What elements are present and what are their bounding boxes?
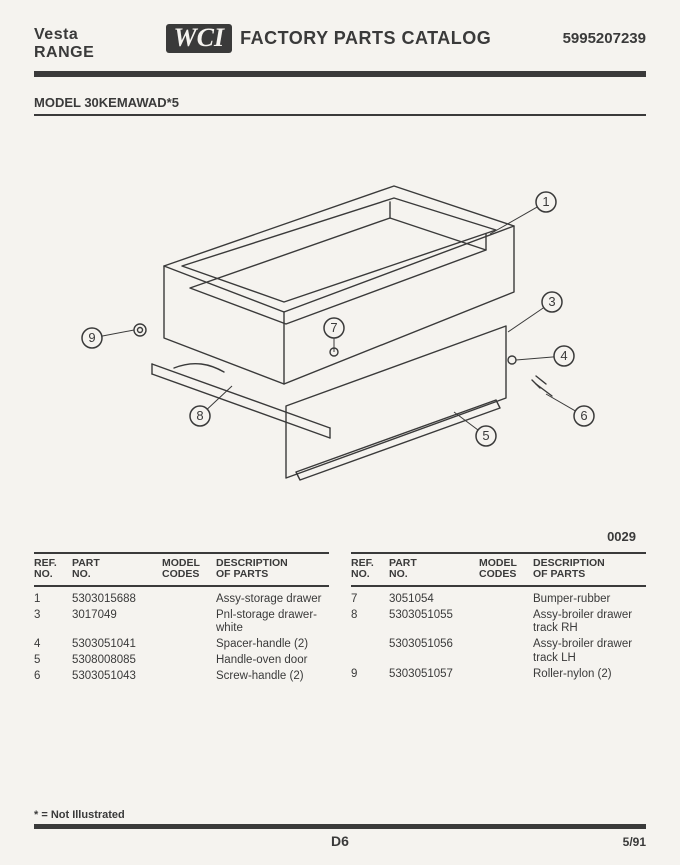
table-row: 33017049 Pnl-storage drawer-white [34, 609, 329, 637]
cell-ref: 8 [351, 609, 385, 637]
callout-leader [207, 386, 232, 409]
col-model: MODELCODES [162, 558, 212, 581]
model-label: MODEL 30KEMAWAD*5 [34, 95, 646, 110]
callout-number: 1 [542, 194, 549, 209]
brand-line1: Vesta [34, 26, 94, 44]
cell-ref: 3 [34, 609, 68, 637]
table-row: 9 5303051057 Roller-nylon (2) [351, 668, 646, 682]
cell-part: 5303051055 [389, 609, 475, 637]
cell-part: 5303051056 [389, 638, 475, 666]
callout-number: 3 [548, 294, 555, 309]
cell-desc: Spacer-handle (2) [216, 638, 329, 652]
cell-desc: Handle-oven door [216, 654, 329, 668]
table-row: 6 5303051043 Screw-handle (2) [34, 670, 329, 684]
cell-desc: Assy-storage drawer [216, 593, 329, 607]
table-row: 5303051056 Assy-broiler drawer track LH [351, 638, 646, 666]
table-row: 1 5303015688 Assy-storage drawer [34, 593, 329, 607]
cell-part: 3017049 [72, 609, 158, 637]
page-date: 5/91 [623, 835, 646, 849]
cell-part: 5303015688 [72, 593, 158, 607]
cell-model [479, 593, 529, 607]
cell-ref: 4 [34, 638, 68, 652]
header-rule [34, 71, 646, 77]
table-row: 7 3051054 Bumper-rubber [351, 593, 646, 607]
footnote: * = Not Illustrated [34, 809, 646, 821]
cell-ref: 9 [351, 668, 385, 682]
cell-part: 5303051043 [72, 670, 158, 684]
cell-ref [351, 638, 385, 666]
table-row: 4 5303051041 Spacer-handle (2) [34, 638, 329, 652]
table-header: REF.NO. PARTNO. MODELCODES DESCRIPTIONOF… [351, 552, 646, 587]
cell-part: 5303051057 [389, 668, 475, 682]
diagram-image-number: 0029 [607, 529, 636, 544]
page-footer: * = Not Illustrated D6 5/91 [34, 809, 646, 849]
callout-leader [102, 330, 134, 336]
page-number: D6 [331, 833, 349, 849]
catalog-title-block: WCI FACTORY PARTS CATALOG [166, 24, 492, 53]
table-row: 85303051055 Assy-broiler drawer track RH [351, 609, 646, 637]
cell-model [162, 654, 212, 668]
cell-model [162, 593, 212, 607]
col-part: PARTNO. [389, 558, 475, 581]
cell-model [162, 609, 212, 637]
parts-tables: REF.NO. PARTNO. MODELCODES DESCRIPTIONOF… [34, 552, 646, 686]
cell-model [162, 638, 212, 652]
col-ref: REF.NO. [34, 558, 68, 581]
callout-number: 5 [482, 428, 489, 443]
cell-ref: 7 [351, 593, 385, 607]
cell-part: 5308008085 [72, 654, 158, 668]
diagram-svg: 1 3 4 5 6 7 8 9 [34, 116, 646, 546]
callout-leader [546, 394, 575, 411]
cell-part: 3051054 [389, 593, 475, 607]
col-ref: REF.NO. [351, 558, 385, 581]
cell-desc: Assy-broiler drawer track RH [533, 609, 646, 637]
wci-logo: WCI [166, 24, 233, 53]
callout-number: 7 [330, 320, 337, 335]
cell-model [479, 668, 529, 682]
footer-rule: D6 5/91 [34, 824, 646, 849]
brand-line2: RANGE [34, 44, 94, 62]
table-row: 5 5308008085 Handle-oven door [34, 654, 329, 668]
cell-part: 5303051041 [72, 638, 158, 652]
catalog-title: FACTORY PARTS CATALOG [240, 28, 491, 49]
cell-desc: Pnl-storage drawer-white [216, 609, 329, 637]
cell-ref: 1 [34, 593, 68, 607]
cell-model [162, 670, 212, 684]
col-model: MODELCODES [479, 558, 529, 581]
cell-ref: 5 [34, 654, 68, 668]
callout-number: 8 [196, 408, 203, 423]
col-part: PARTNO. [72, 558, 158, 581]
parts-table-left: REF.NO. PARTNO. MODELCODES DESCRIPTIONOF… [34, 552, 329, 686]
col-desc: DESCRIPTIONOF PARTS [216, 558, 329, 581]
callout-leader [516, 357, 554, 360]
cell-desc: Assy-broiler drawer track LH [533, 638, 646, 666]
callout-leader [508, 307, 544, 331]
cell-model [479, 609, 529, 637]
cell-desc: Bumper-rubber [533, 593, 646, 607]
parts-table-right: REF.NO. PARTNO. MODELCODES DESCRIPTIONOF… [351, 552, 646, 686]
page-header: Vesta RANGE WCI FACTORY PARTS CATALOG 59… [34, 26, 646, 63]
document-number: 5995207239 [563, 30, 646, 47]
cell-desc: Screw-handle (2) [216, 670, 329, 684]
exploded-diagram: 1 3 4 5 6 7 8 9 0029 [34, 116, 646, 546]
callout-number: 4 [560, 348, 567, 363]
callout-leader [454, 412, 478, 430]
brand-block: Vesta RANGE [34, 26, 94, 63]
cell-desc: Roller-nylon (2) [533, 668, 646, 682]
cell-ref: 6 [34, 670, 68, 684]
col-desc: DESCRIPTIONOF PARTS [533, 558, 646, 581]
callout-number: 9 [88, 330, 95, 345]
cell-model [479, 638, 529, 666]
table-header: REF.NO. PARTNO. MODELCODES DESCRIPTIONOF… [34, 552, 329, 587]
callout-number: 6 [580, 408, 587, 423]
